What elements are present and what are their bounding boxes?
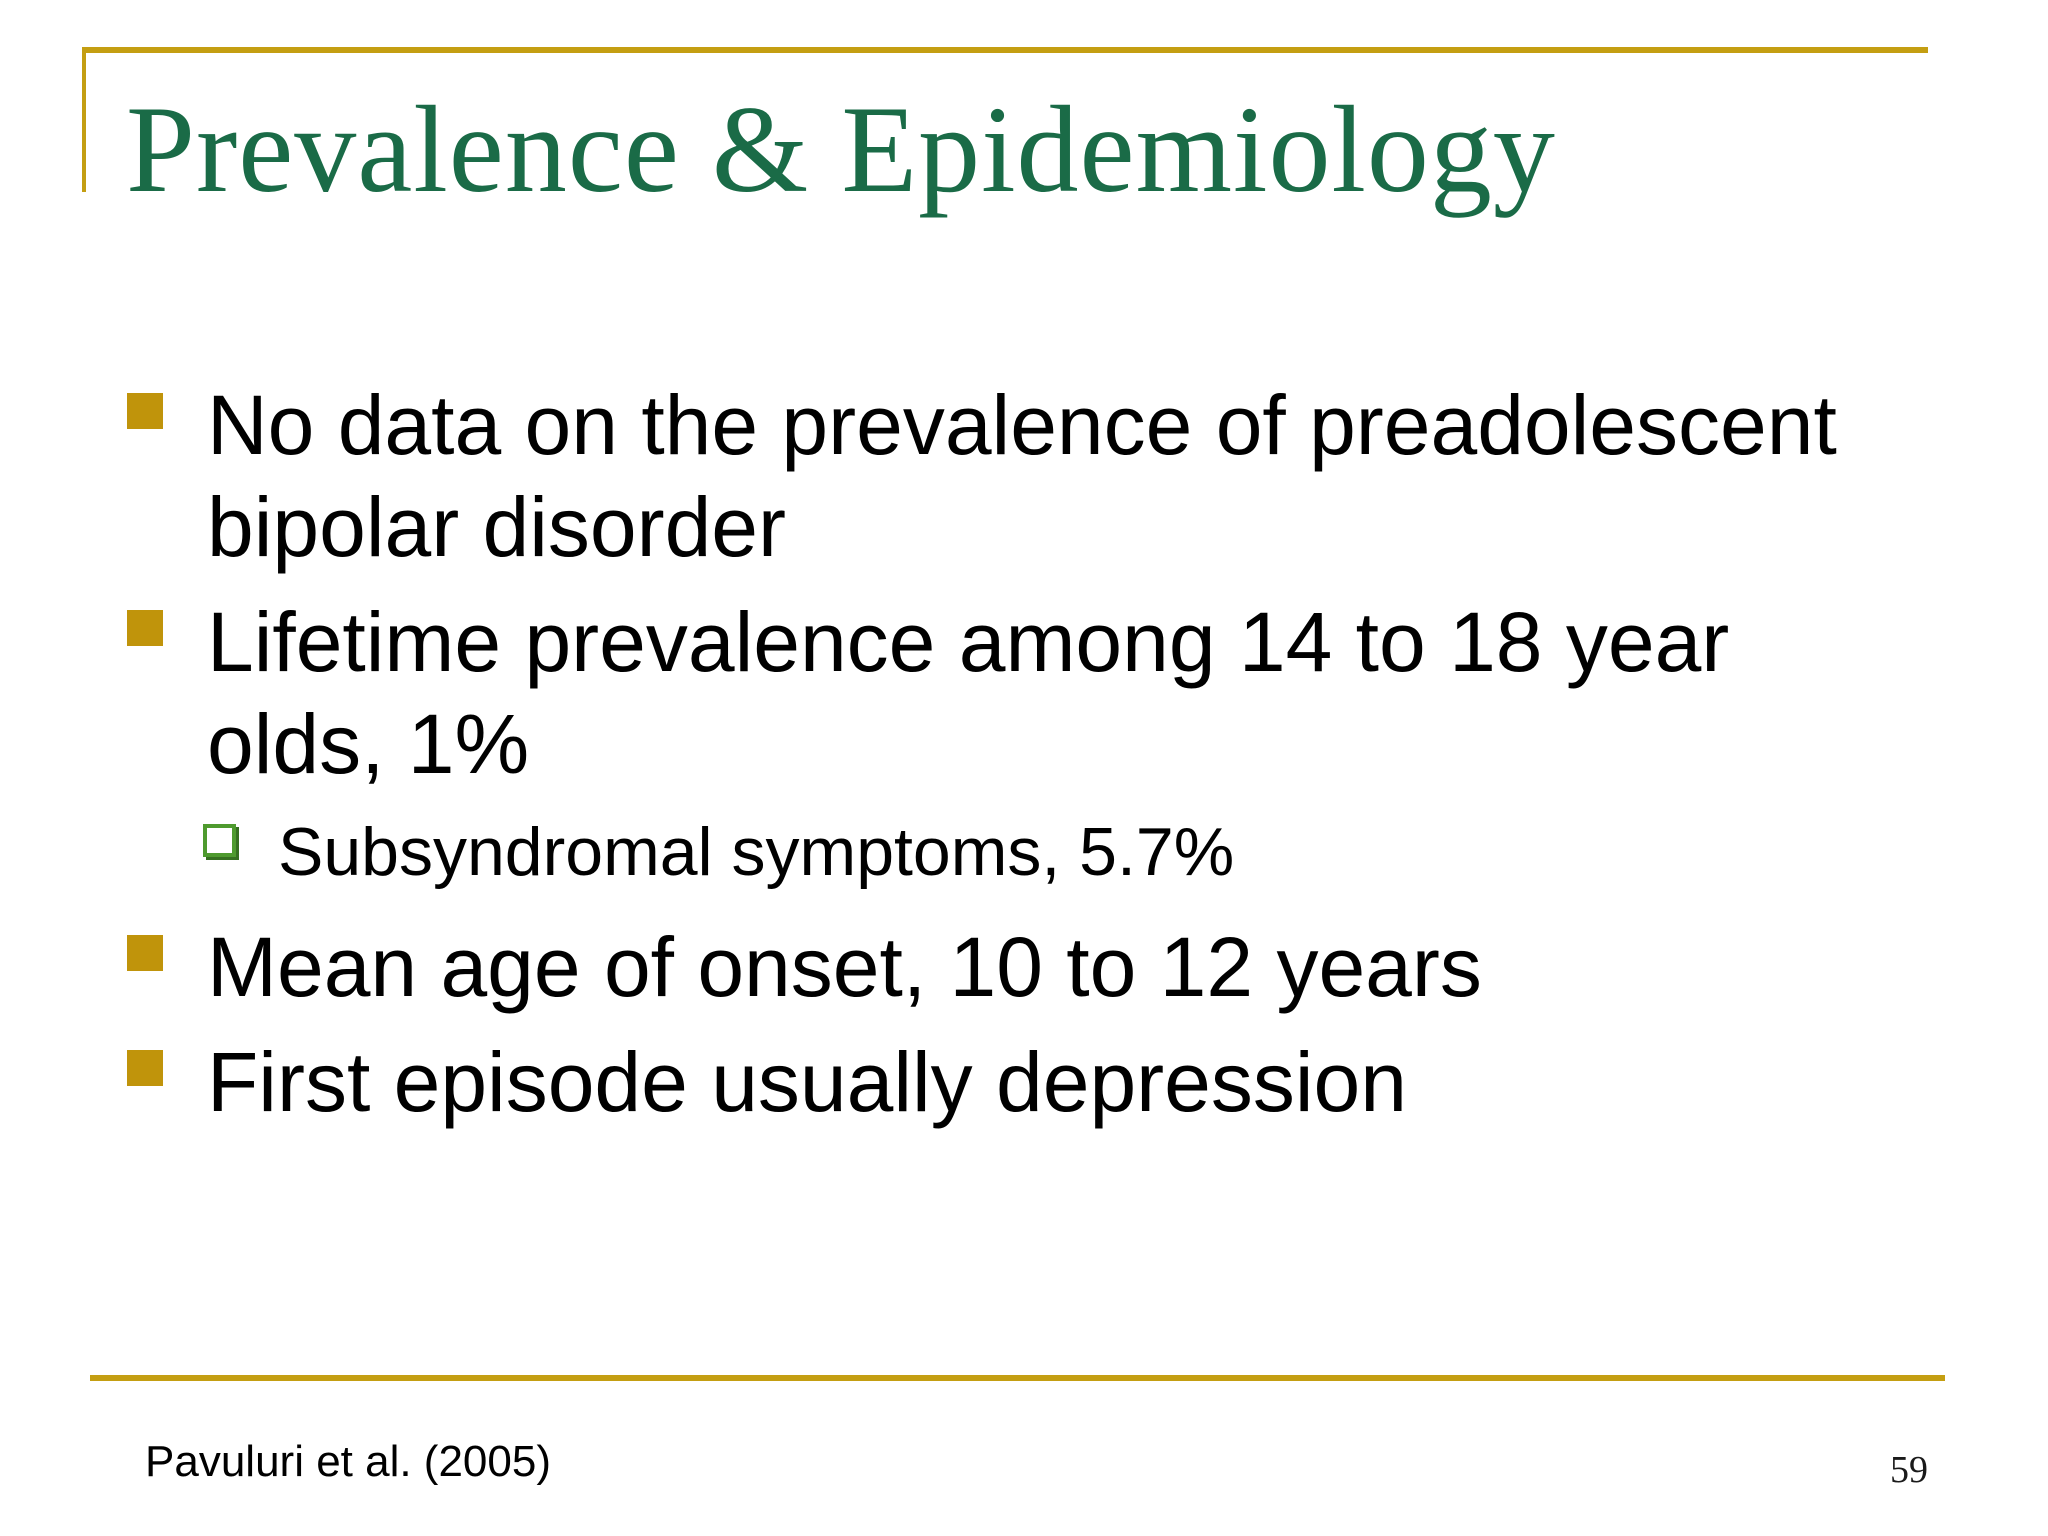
top-rule [84, 47, 1928, 53]
bullet-square-icon [127, 393, 163, 429]
bullet-square-icon [127, 1050, 163, 1086]
bullet-item: Mean age of onset, 10 to 12 years [127, 916, 1927, 1018]
sub-bullet-square-icon [203, 824, 236, 857]
bullet-item: First episode usually depression [127, 1031, 1927, 1133]
bullet-text: First episode usually depression [207, 1035, 1407, 1129]
bullet-text: Lifetime prevalence among 14 to 18 year … [207, 595, 1730, 791]
bottom-rule [90, 1375, 1945, 1381]
bullet-square-icon [127, 935, 163, 971]
bullet-text: Mean age of onset, 10 to 12 years [207, 920, 1482, 1014]
slide-title: Prevalence & Epidemiology [126, 81, 1556, 218]
page-number: 59 [1890, 1449, 1928, 1491]
sub-bullet-text: Subsyndromal symptoms, 5.7% [278, 814, 1235, 890]
bullet-item: No data on the prevalence of preadolesce… [127, 374, 1927, 578]
bullet-square-icon [127, 610, 163, 646]
sub-bullet-item: Subsyndromal symptoms, 5.7% [127, 808, 1927, 896]
bullet-text: No data on the prevalence of preadolesce… [207, 378, 1837, 574]
footer-citation: Pavuluri et al. (2005) [145, 1437, 551, 1486]
left-rule [82, 47, 86, 192]
bullet-list: No data on the prevalence of preadolesce… [127, 374, 1927, 1146]
bullet-item: Lifetime prevalence among 14 to 18 year … [127, 591, 1927, 795]
